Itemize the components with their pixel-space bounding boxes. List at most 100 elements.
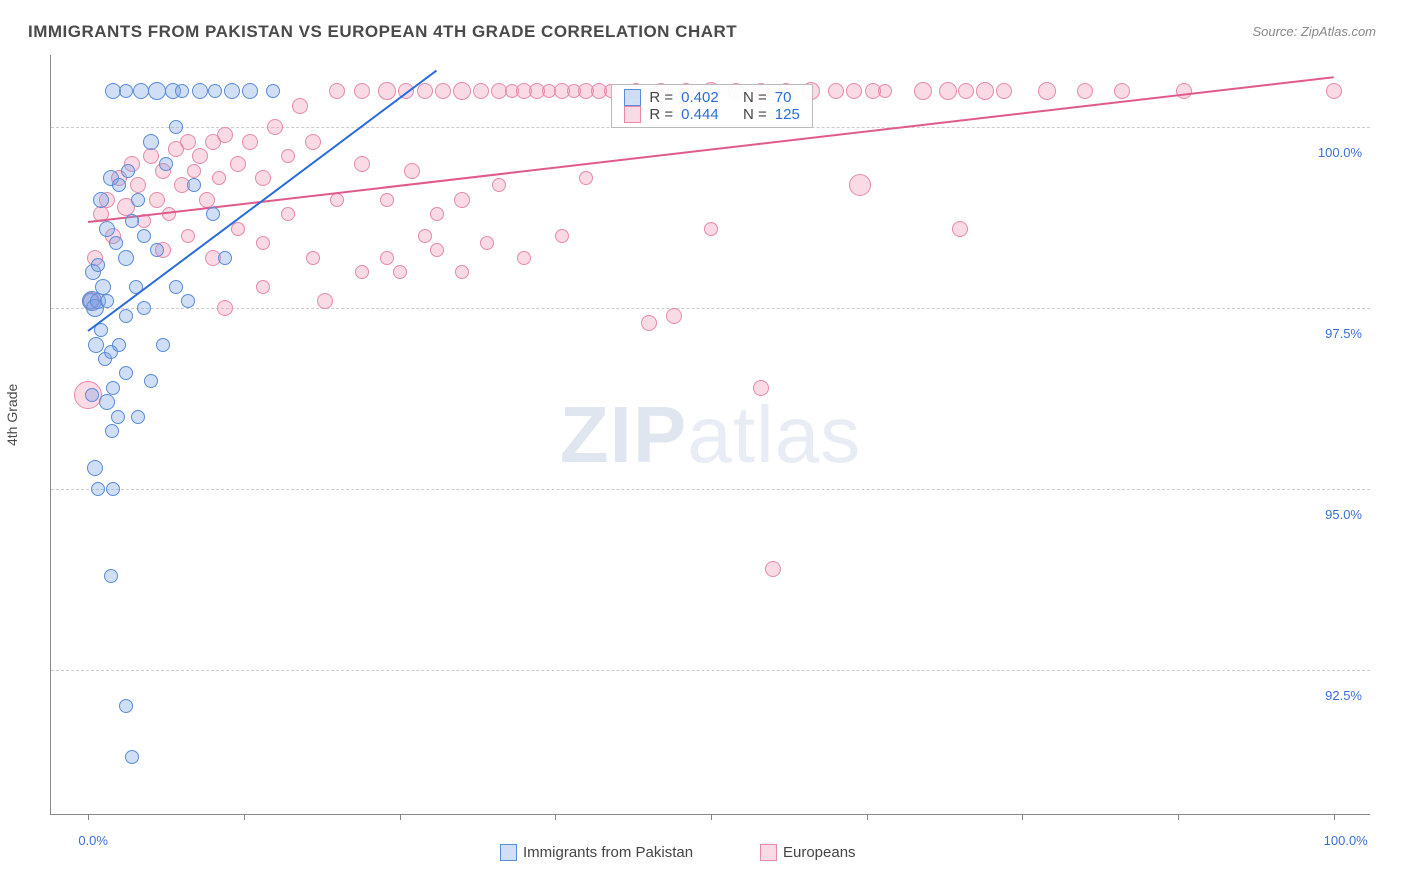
data-point-pakistan bbox=[159, 157, 173, 171]
source-attribution: Source: ZipAtlas.com bbox=[1252, 24, 1376, 39]
data-point-europeans bbox=[1176, 83, 1192, 99]
scatter-plot-area: ZIPatlas 92.5%95.0%97.5%100.0%0.0%100.0%… bbox=[50, 55, 1370, 815]
data-point-europeans bbox=[1038, 82, 1056, 100]
data-point-pakistan bbox=[192, 83, 208, 99]
y-tick-label: 100.0% bbox=[1318, 145, 1362, 160]
data-point-europeans bbox=[378, 82, 396, 100]
x-tick bbox=[867, 814, 868, 820]
data-point-pakistan bbox=[119, 699, 133, 713]
data-point-europeans bbox=[180, 134, 196, 150]
data-point-pakistan bbox=[133, 83, 149, 99]
data-point-pakistan bbox=[87, 460, 103, 476]
data-point-europeans bbox=[453, 82, 471, 100]
data-point-pakistan bbox=[143, 134, 159, 150]
legend-swatch bbox=[760, 844, 777, 861]
data-point-europeans bbox=[217, 127, 233, 143]
data-point-europeans bbox=[329, 83, 345, 99]
data-point-europeans bbox=[914, 82, 932, 100]
data-point-europeans bbox=[666, 308, 682, 324]
data-point-europeans bbox=[181, 229, 195, 243]
data-point-pakistan bbox=[118, 250, 134, 266]
data-point-pakistan bbox=[148, 82, 166, 100]
data-point-europeans bbox=[217, 300, 233, 316]
data-point-europeans bbox=[878, 84, 892, 98]
data-point-europeans bbox=[976, 82, 994, 100]
data-point-europeans bbox=[255, 170, 271, 186]
data-point-europeans bbox=[555, 229, 569, 243]
data-point-europeans bbox=[355, 265, 369, 279]
data-point-europeans bbox=[418, 229, 432, 243]
data-point-pakistan bbox=[169, 280, 183, 294]
data-point-pakistan bbox=[112, 338, 126, 352]
x-tick bbox=[1178, 814, 1179, 820]
legend-swatch bbox=[624, 89, 641, 106]
chart-title: IMMIGRANTS FROM PAKISTAN VS EUROPEAN 4TH… bbox=[28, 22, 737, 42]
data-point-europeans bbox=[704, 222, 718, 236]
data-point-europeans bbox=[187, 164, 201, 178]
n-value: 125 bbox=[775, 106, 800, 123]
r-label: R = bbox=[649, 89, 673, 106]
data-point-pakistan bbox=[91, 258, 105, 272]
data-point-europeans bbox=[192, 148, 208, 164]
data-point-europeans bbox=[517, 251, 531, 265]
data-point-europeans bbox=[828, 83, 844, 99]
legend-label: Europeans bbox=[783, 844, 856, 861]
watermark-zip: ZIP bbox=[560, 390, 687, 479]
correlation-legend: R = 0.402 N = 70R = 0.444 N = 125 bbox=[611, 84, 812, 128]
x-tick bbox=[555, 814, 556, 820]
data-point-europeans bbox=[162, 207, 176, 221]
n-label: N = bbox=[743, 89, 767, 106]
data-point-pakistan bbox=[131, 410, 145, 424]
data-point-europeans bbox=[480, 236, 494, 250]
gridline bbox=[51, 489, 1370, 490]
data-point-europeans bbox=[354, 83, 370, 99]
x-tick-label: 0.0% bbox=[78, 833, 108, 848]
data-point-europeans bbox=[849, 174, 871, 196]
data-point-pakistan bbox=[106, 381, 120, 395]
data-point-europeans bbox=[404, 163, 420, 179]
x-tick bbox=[1334, 814, 1335, 820]
data-point-europeans bbox=[1077, 83, 1093, 99]
correlation-legend-row: R = 0.444 N = 125 bbox=[624, 106, 799, 123]
y-tick-label: 95.0% bbox=[1325, 507, 1362, 522]
data-point-europeans bbox=[641, 315, 657, 331]
data-point-europeans bbox=[317, 293, 333, 309]
legend-swatch bbox=[624, 106, 641, 123]
data-point-europeans bbox=[579, 171, 593, 185]
gridline bbox=[51, 308, 1370, 309]
data-point-europeans bbox=[354, 156, 370, 172]
data-point-pakistan bbox=[91, 482, 105, 496]
data-point-pakistan bbox=[111, 410, 125, 424]
data-point-pakistan bbox=[112, 178, 126, 192]
data-point-pakistan bbox=[119, 366, 133, 380]
data-point-pakistan bbox=[144, 374, 158, 388]
data-point-pakistan bbox=[137, 229, 151, 243]
data-point-pakistan bbox=[95, 279, 111, 295]
data-point-pakistan bbox=[266, 84, 280, 98]
data-point-pakistan bbox=[169, 120, 183, 134]
data-point-pakistan bbox=[104, 569, 118, 583]
data-point-europeans bbox=[380, 193, 394, 207]
legend-pakistan: Immigrants from Pakistan bbox=[500, 844, 693, 861]
y-tick-label: 97.5% bbox=[1325, 326, 1362, 341]
data-point-pakistan bbox=[100, 294, 114, 308]
legend-swatch bbox=[500, 844, 517, 861]
x-tick-label: 100.0% bbox=[1324, 833, 1368, 848]
data-point-europeans bbox=[230, 156, 246, 172]
r-label: R = bbox=[649, 106, 673, 123]
correlation-legend-row: R = 0.402 N = 70 bbox=[624, 89, 799, 106]
data-point-pakistan bbox=[93, 192, 109, 208]
data-point-pakistan bbox=[99, 221, 115, 237]
data-point-europeans bbox=[435, 83, 451, 99]
r-value: 0.444 bbox=[681, 106, 719, 123]
data-point-pakistan bbox=[119, 84, 133, 98]
data-point-europeans bbox=[267, 119, 283, 135]
data-point-pakistan bbox=[137, 301, 151, 315]
data-point-europeans bbox=[430, 243, 444, 257]
legend-label: Immigrants from Pakistan bbox=[523, 844, 693, 861]
data-point-europeans bbox=[939, 82, 957, 100]
data-point-pakistan bbox=[125, 214, 139, 228]
data-point-pakistan bbox=[175, 84, 189, 98]
x-tick bbox=[88, 814, 89, 820]
data-point-pakistan bbox=[187, 178, 201, 192]
